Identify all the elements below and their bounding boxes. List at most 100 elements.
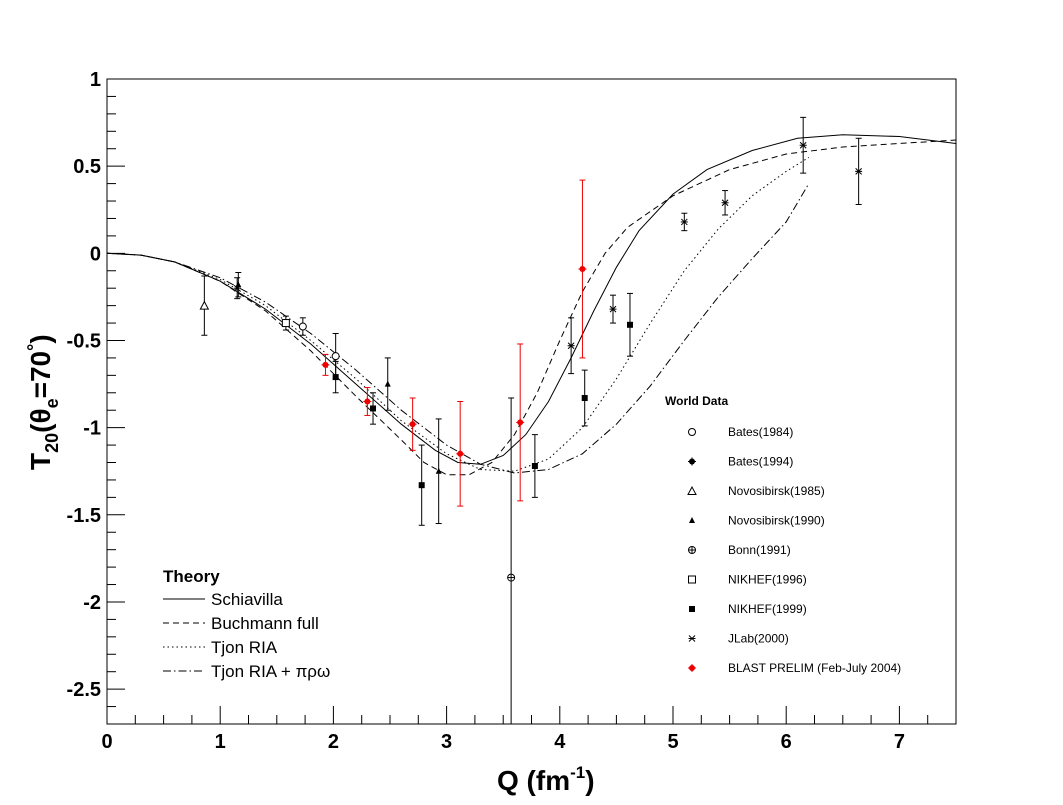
data-point xyxy=(721,190,729,216)
data-point xyxy=(298,317,307,336)
data-point xyxy=(507,397,516,724)
triangle-filled-marker xyxy=(235,281,242,288)
data-point xyxy=(363,387,372,416)
theory-legend: Theory Schiavilla Buchmann full Tjon RIA Tjo… xyxy=(163,567,330,681)
data-point xyxy=(435,418,442,525)
x-tick-label: 6 xyxy=(781,731,792,753)
triangle-open-marker xyxy=(199,300,210,310)
square-filled-marker xyxy=(332,374,339,381)
data-point xyxy=(680,212,688,232)
y-tick-label: 0.5 xyxy=(73,156,101,178)
data-legend-entry: Bates(1994) xyxy=(728,455,793,469)
x-axis-title-sup: -1 xyxy=(570,763,585,782)
star-filled-marker xyxy=(688,457,696,466)
y-tick-label: -1.5 xyxy=(67,505,101,527)
cross-open-marker xyxy=(507,573,516,582)
circle-open-marker xyxy=(331,352,340,361)
y-tick-label: -2 xyxy=(83,592,101,614)
x-star-marker xyxy=(721,199,729,207)
square-filled-marker xyxy=(689,606,695,612)
x-tick-label: 1 xyxy=(215,731,226,753)
x-star-marker xyxy=(609,305,617,313)
theory-legend-entry: Buchmann full xyxy=(211,614,319,633)
y-axis-title-sub2: e xyxy=(42,398,62,408)
y-axis-title: T20(θe=70°) xyxy=(24,334,62,470)
square-filled-marker xyxy=(418,482,425,489)
theory-curve xyxy=(106,134,957,465)
x-axis-title-main: Q (fm xyxy=(497,765,570,796)
circle-open-marker xyxy=(688,428,696,436)
data-point xyxy=(531,434,538,498)
x-axis-title-close: ) xyxy=(585,765,594,796)
data-legend-entry: Bonn(1991) xyxy=(728,543,791,557)
circle-open-marker xyxy=(298,322,307,331)
theory-curve xyxy=(106,183,810,474)
star-filled-marker xyxy=(363,397,372,406)
x-star-marker xyxy=(799,141,807,149)
data-legend-title: World Data xyxy=(665,394,728,408)
x-tick-label: 3 xyxy=(441,731,452,753)
x-tick-label: 0 xyxy=(101,731,112,753)
data-point xyxy=(456,401,465,507)
y-tick-label: 0 xyxy=(90,243,101,265)
y-tick-label: 1 xyxy=(90,69,101,91)
data-legend-entry: Novosibirsk(1990) xyxy=(728,514,825,528)
triangle-filled-marker xyxy=(384,380,391,387)
x-tick-label: 4 xyxy=(554,731,566,753)
x-tick-label: 2 xyxy=(328,731,339,753)
theory-legend-entry: Tjon RIA + πρω xyxy=(211,662,330,681)
data-legend-entry: Bates(1984) xyxy=(728,425,793,439)
y-tick-label: -0.5 xyxy=(67,330,101,352)
star-filled-marker xyxy=(408,420,417,429)
data-point xyxy=(609,294,617,324)
data-point xyxy=(199,275,210,336)
star-filled-marker xyxy=(321,360,330,369)
theory-curve xyxy=(106,156,810,472)
triangle-filled-marker xyxy=(689,517,695,523)
star-filled-marker xyxy=(688,664,696,672)
data-point xyxy=(855,137,863,206)
x-star-marker xyxy=(855,168,863,175)
data-point xyxy=(370,392,377,425)
cross-open-marker xyxy=(688,546,696,554)
x-star-marker xyxy=(567,342,575,350)
theory-legend-title: Theory xyxy=(163,567,220,586)
y-axis-title-rest1: (θ xyxy=(25,408,56,432)
data-legend: World Data Bates(1984) Bates(1994) Novosibi… xyxy=(665,394,901,675)
x-star-marker xyxy=(233,284,241,292)
data-legend-entry: NIKHEF(1996) xyxy=(728,573,807,587)
triangle-filled-marker xyxy=(435,467,442,474)
theory-curve xyxy=(106,139,957,476)
triangle-open-marker xyxy=(687,485,697,495)
y-axis-title-t: T xyxy=(25,453,56,470)
data-legend-entry: BLAST PRELIM (Feb-July 2004) xyxy=(728,661,901,675)
square-open-marker xyxy=(281,319,290,328)
data-point xyxy=(281,315,290,331)
theory-legend-entry: Schiavilla xyxy=(211,590,283,609)
data-point xyxy=(799,116,807,174)
data-legend-entry: Novosibirsk(1985) xyxy=(728,484,825,498)
x-tick-label: 7 xyxy=(894,731,905,753)
y-axis-title-rest2: =70 xyxy=(25,351,56,399)
data-point xyxy=(321,353,330,376)
data-point xyxy=(384,357,391,411)
axes: 0 1 2 3 4 5 6 7 1 0.5 0 -0.5 -1 -1.5 -2 -2.5 xyxy=(67,69,957,753)
star-filled-marker xyxy=(456,449,465,458)
data-point xyxy=(581,369,588,427)
x-star-marker xyxy=(680,218,688,226)
data-point xyxy=(332,360,339,394)
data-point xyxy=(408,397,417,451)
data-point xyxy=(567,317,575,375)
theory-curves xyxy=(106,134,957,476)
square-filled-marker xyxy=(370,405,377,412)
data-point xyxy=(233,277,241,300)
y-axis-title-sub: 20 xyxy=(42,433,62,453)
y-tick-label: -1 xyxy=(83,418,101,440)
square-open-marker xyxy=(688,575,696,584)
x-axis-title: Q (fm-1) xyxy=(497,763,595,796)
square-filled-marker xyxy=(626,321,633,328)
x-star-marker xyxy=(688,635,696,642)
square-filled-marker xyxy=(531,463,538,469)
square-filled-marker xyxy=(581,395,588,402)
